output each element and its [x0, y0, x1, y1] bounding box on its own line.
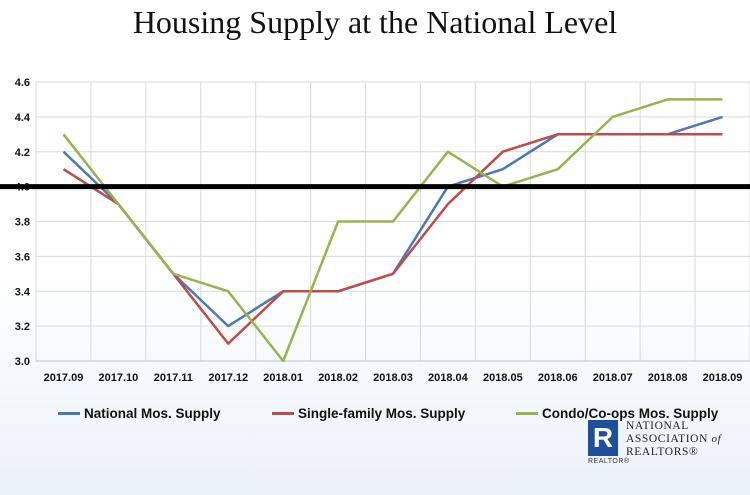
logo-wordmark: NATIONAL ASSOCIATION of REALTORS® [626, 420, 721, 459]
x-tick-label: 2018.08 [648, 372, 688, 384]
legend-label-single-family: Single-family Mos. Supply [298, 406, 466, 421]
x-tick-label: 2018.03 [373, 372, 413, 384]
x-tick-label: 2018.07 [593, 372, 633, 384]
legend-item-national: National Mos. Supply [58, 406, 221, 421]
line-chart: 3.03.23.43.63.84.04.24.44.62017.092017.1… [0, 77, 750, 384]
legend-swatch-single-family [272, 412, 294, 415]
logo-line-association: ASSOCIATION of [626, 433, 722, 445]
x-tick-label: 2017.12 [208, 372, 248, 384]
y-tick-label: 4.6 [15, 77, 30, 89]
legend-label-condo: Condo/Co-ops Mos. Supply [542, 406, 719, 421]
x-tick-label: 2017.10 [99, 372, 139, 384]
x-tick-label: 2018.05 [483, 372, 523, 384]
logo-realtor-text: REALTOR® [588, 458, 630, 465]
y-tick-label: 3.6 [15, 251, 30, 263]
series-line-1 [62, 133, 723, 345]
realtor-r-logo-icon: R [588, 420, 618, 456]
y-tick-label: 3.2 [15, 321, 30, 333]
y-tick-label: 4.2 [15, 147, 30, 159]
legend-item-condo: Condo/Co-ops Mos. Supply [516, 406, 718, 421]
x-tick-label: 2018.02 [318, 372, 358, 384]
x-tick-label: 2017.09 [44, 372, 84, 384]
x-tick-label: 2018.01 [263, 372, 303, 384]
y-tick-label: 3.8 [15, 217, 30, 229]
chart-title: Housing Supply at the National Level [132, 4, 618, 40]
series-line-2 [62, 98, 723, 363]
legend: National Mos. Supply Single-family Mos. … [0, 406, 750, 428]
y-tick-label: 4.4 [15, 112, 31, 124]
x-tick-label: 2018.09 [703, 372, 743, 384]
y-tick-label: 3.4 [15, 286, 31, 298]
logo-line-realtors: REALTORS® [626, 446, 699, 458]
x-tick-label: 2018.06 [538, 372, 578, 384]
x-tick-label: 2018.04 [428, 372, 469, 384]
y-tick-label: 3.0 [15, 356, 30, 368]
legend-swatch-condo [516, 412, 538, 415]
nar-logo: R REALTOR® NATIONAL ASSOCIATION of REALT… [588, 420, 738, 490]
legend-item-single-family: Single-family Mos. Supply [272, 406, 465, 421]
logo-line-national: NATIONAL [626, 420, 689, 432]
x-tick-label: 2017.11 [154, 372, 193, 384]
legend-swatch-national [58, 412, 80, 415]
legend-label-national: National Mos. Supply [84, 406, 221, 421]
